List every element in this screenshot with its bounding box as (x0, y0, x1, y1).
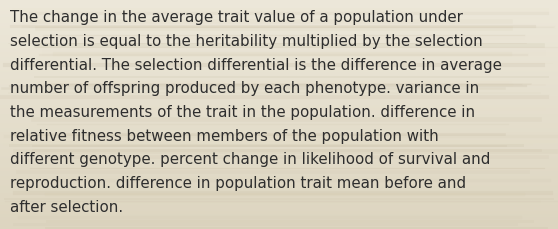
Text: the measurements of the trait in the population. difference in: the measurements of the trait in the pop… (10, 105, 475, 120)
Text: selection is equal to the heritability multiplied by the selection: selection is equal to the heritability m… (10, 34, 483, 49)
Text: reproduction. difference in population trait mean before and: reproduction. difference in population t… (10, 175, 466, 190)
Text: different genotype. percent change in likelihood of survival and: different genotype. percent change in li… (10, 152, 490, 167)
Text: differential. The selection differential is the difference in average: differential. The selection differential… (10, 57, 502, 72)
Text: after selection.: after selection. (10, 199, 123, 214)
Text: relative fitness between members of the population with: relative fitness between members of the … (10, 128, 439, 143)
Text: number of offspring produced by each phenotype. variance in: number of offspring produced by each phe… (10, 81, 479, 96)
Text: The change in the average trait value of a population under: The change in the average trait value of… (10, 10, 463, 25)
